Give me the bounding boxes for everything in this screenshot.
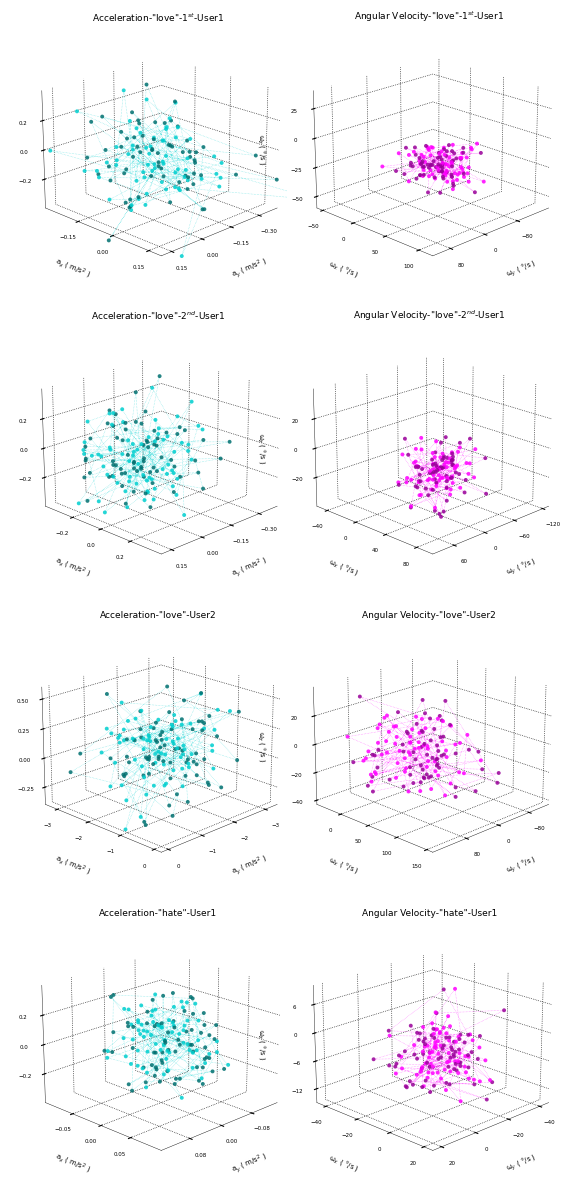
Y-axis label: a$_x$ ( m/s$^2$ ): a$_x$ ( m/s$^2$ ) — [53, 554, 92, 579]
Title: Angular Velocity-"love"-User2: Angular Velocity-"love"-User2 — [363, 611, 496, 620]
Y-axis label: a$_x$ ( m/s$^2$ ): a$_x$ ( m/s$^2$ ) — [53, 256, 92, 281]
X-axis label: ω$_y$ ( °/s ): ω$_y$ ( °/s ) — [504, 1152, 539, 1176]
Title: Angular Velocity-"love"-1$^{st}$-User1: Angular Velocity-"love"-1$^{st}$-User1 — [355, 10, 504, 24]
Y-axis label: ω$_x$ ( °/s ): ω$_x$ ( °/s ) — [327, 855, 361, 876]
Y-axis label: ω$_x$ ( °/s ): ω$_x$ ( °/s ) — [327, 257, 361, 280]
Title: Angular Velocity-"love"-2$^{nd}$-User1: Angular Velocity-"love"-2$^{nd}$-User1 — [353, 308, 506, 322]
X-axis label: a$_y$ ( m/s$^2$ ): a$_y$ ( m/s$^2$ ) — [230, 1150, 270, 1177]
Y-axis label: a$_x$ ( m/s$^2$ ): a$_x$ ( m/s$^2$ ) — [53, 1150, 92, 1177]
Title: Angular Velocity-"hate"-User1: Angular Velocity-"hate"-User1 — [362, 909, 497, 918]
X-axis label: ω$_y$ ( °/s ): ω$_y$ ( °/s ) — [504, 257, 539, 281]
Y-axis label: ω$_x$ ( °/s ): ω$_x$ ( °/s ) — [327, 555, 361, 578]
Title: Acceleration-"love"-2$^{nd}$-User1: Acceleration-"love"-2$^{nd}$-User1 — [91, 309, 225, 322]
Y-axis label: ω$_x$ ( °/s ): ω$_x$ ( °/s ) — [327, 1153, 361, 1174]
Y-axis label: a$_x$ ( m/s$^2$ ): a$_x$ ( m/s$^2$ ) — [53, 852, 92, 879]
X-axis label: a$_y$ ( m/s$^2$ ): a$_y$ ( m/s$^2$ ) — [230, 256, 270, 282]
Title: Acceleration-"hate"-User1: Acceleration-"hate"-User1 — [99, 909, 217, 918]
Title: Acceleration-"love"-1$^{st}$-User1: Acceleration-"love"-1$^{st}$-User1 — [92, 11, 224, 24]
X-axis label: a$_y$ ( m/s$^2$ ): a$_y$ ( m/s$^2$ ) — [230, 852, 270, 879]
Title: Acceleration-"love"-User2: Acceleration-"love"-User2 — [100, 611, 216, 620]
X-axis label: a$_y$ ( m/s$^2$ ): a$_y$ ( m/s$^2$ ) — [230, 554, 270, 581]
X-axis label: ω$_y$ ( °/s ): ω$_y$ ( °/s ) — [504, 555, 539, 579]
X-axis label: ω$_y$ ( °/s ): ω$_y$ ( °/s ) — [504, 853, 539, 877]
